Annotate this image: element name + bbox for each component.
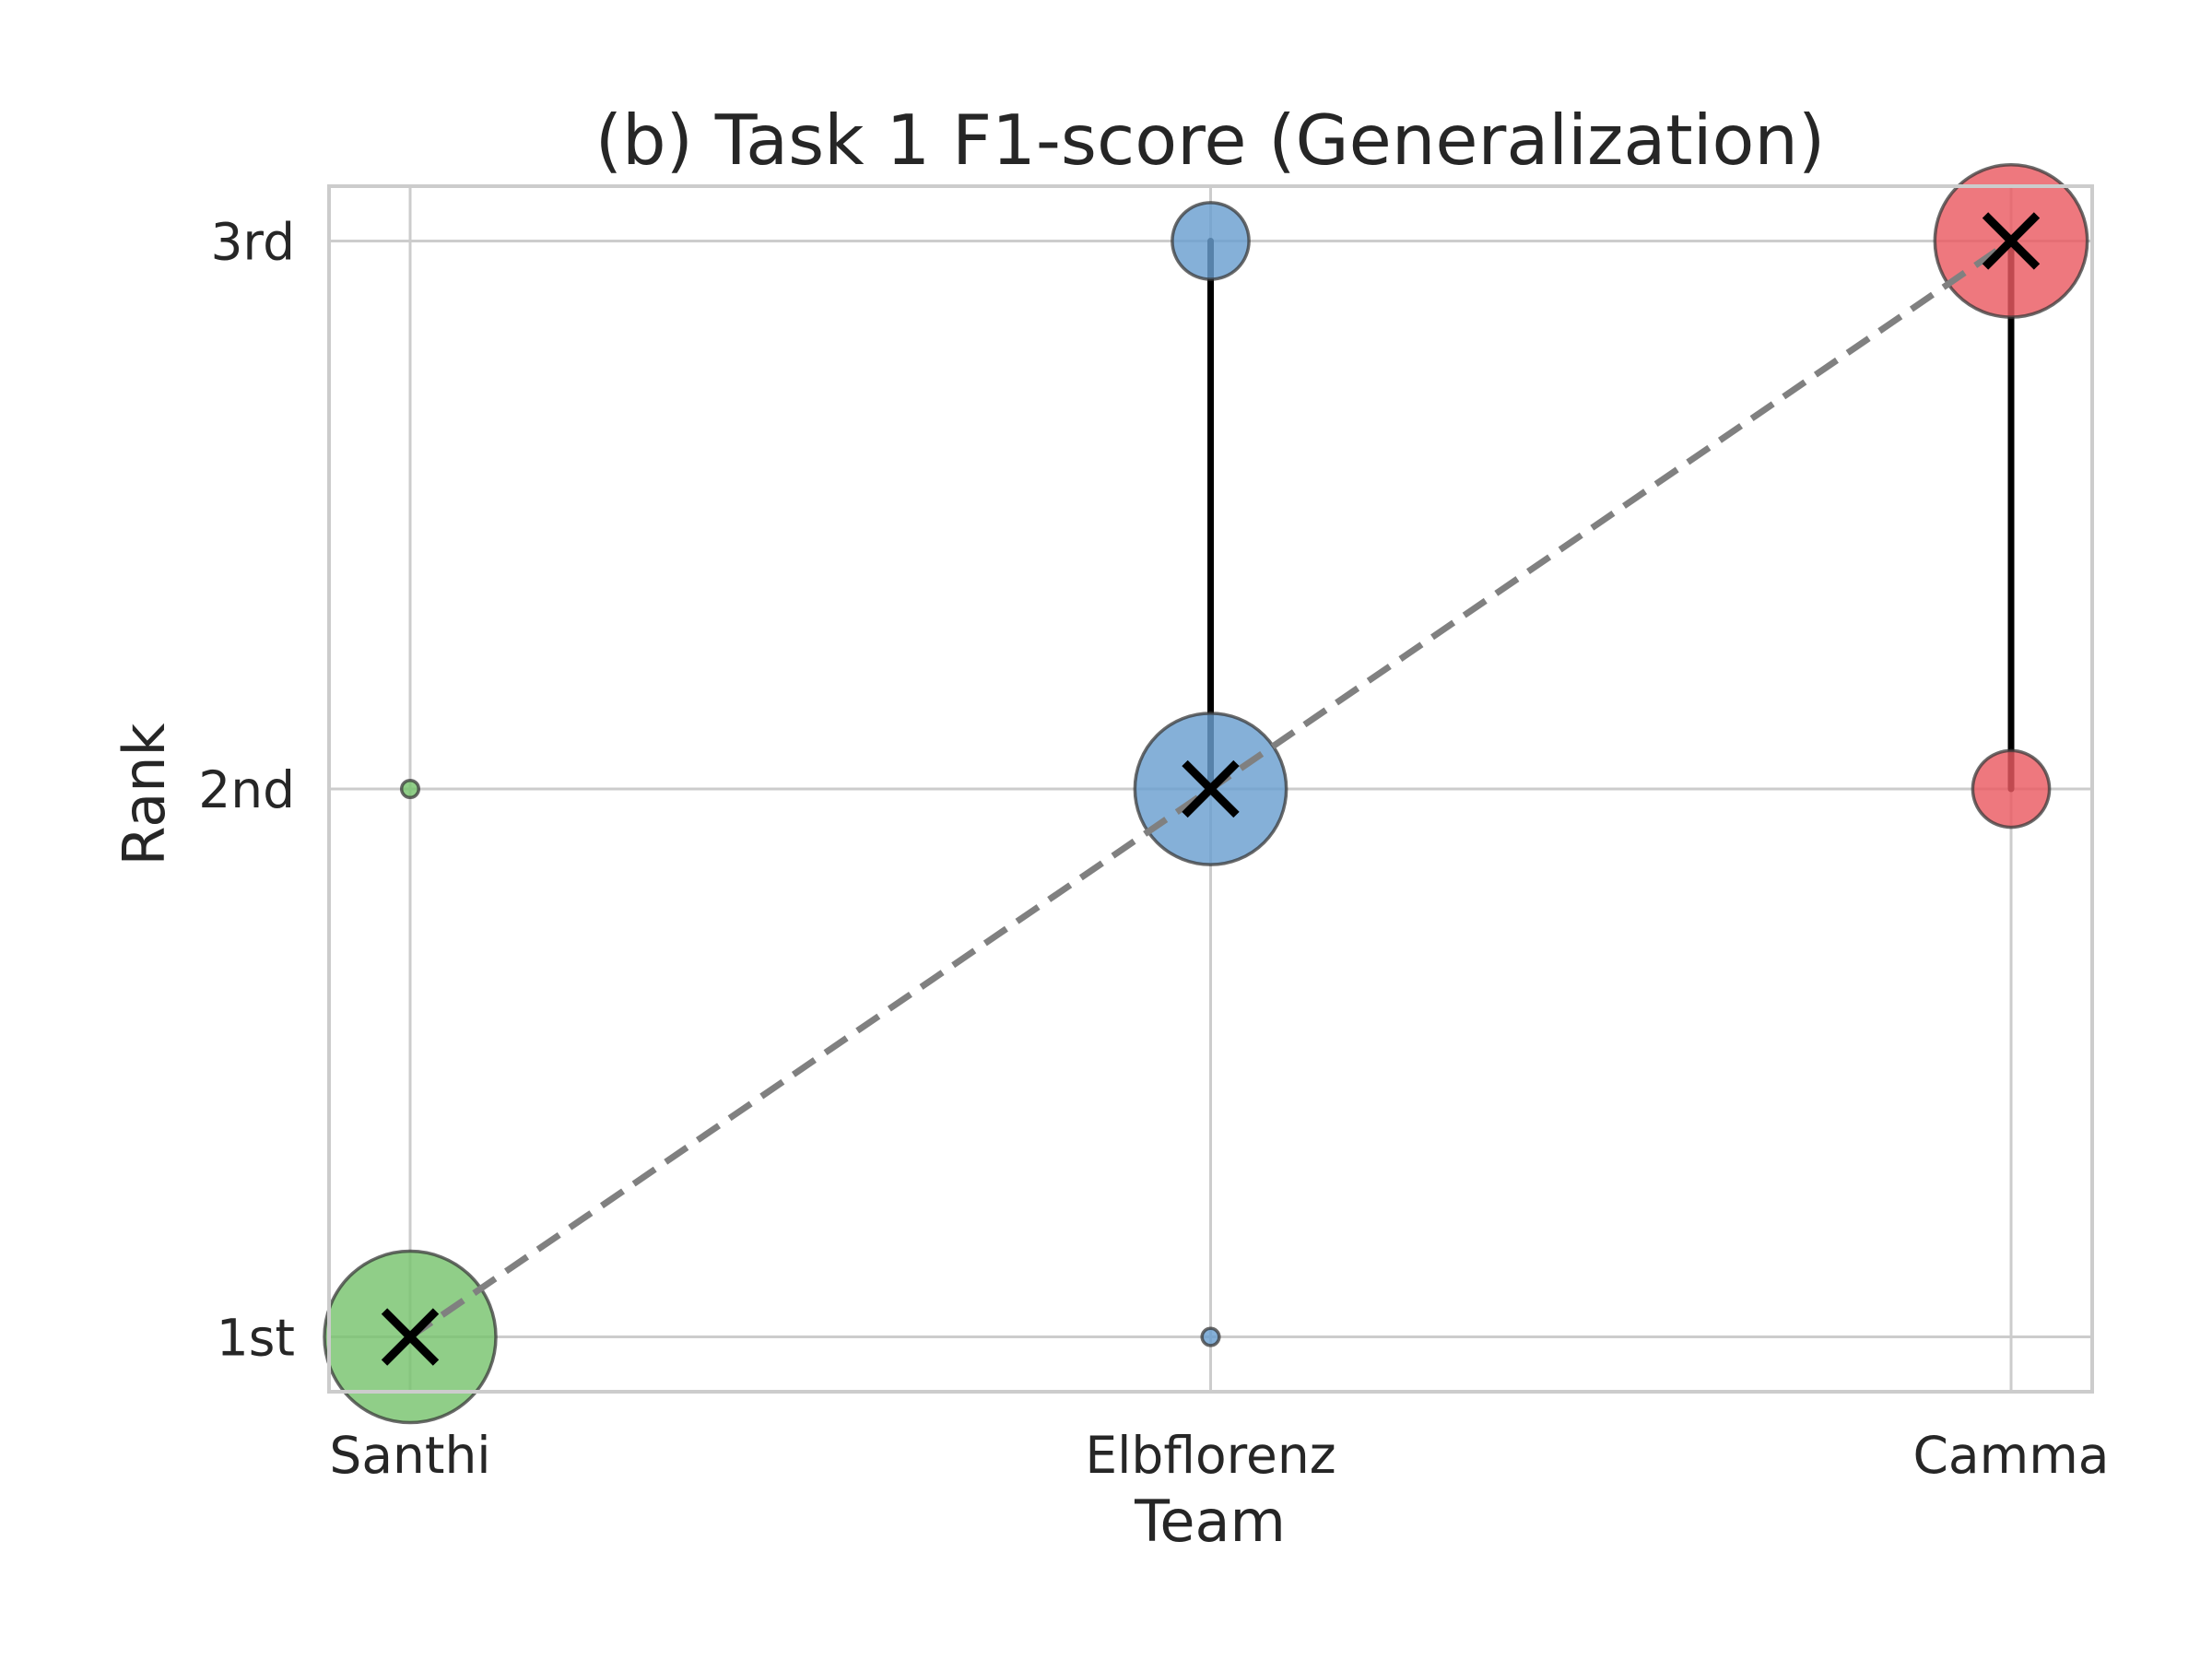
x-tick-label: Santhi [329,1426,490,1485]
x-tick-label: Camma [1913,1426,2110,1485]
plot-frame [327,184,2094,1394]
mean-rank-marker [381,1308,440,1366]
mean-marker-stroke [1182,759,1240,818]
y-tick-label: 3rd [210,212,295,271]
rank-bubble [399,778,421,800]
chart-title: (b) Task 1 F1-score (Generalization) [595,100,1825,181]
mean-rank-marker [1182,759,1240,818]
rank-bubble [1971,748,2052,830]
x-axis-label: Team [1134,1488,1286,1555]
y-tick-label: 1st [217,1309,295,1368]
rank-bubble [1171,201,1251,281]
y-tick-label: 2nd [198,760,295,819]
rank-range-lines [1207,237,2015,793]
mean-marker-stroke [381,1308,440,1366]
x-tick-label: Elbflorenz [1085,1426,1335,1485]
y-axis-label: Rank [111,723,178,865]
mean-rank-markers [381,212,2041,1366]
rank-bubble [1200,1326,1221,1347]
mean-marker-stroke [1982,212,2041,270]
tick-labels: Santhi Elbflorenz Camma 1st 2nd 3rd [198,212,2109,1485]
mean-rank-marker [1982,212,2041,270]
